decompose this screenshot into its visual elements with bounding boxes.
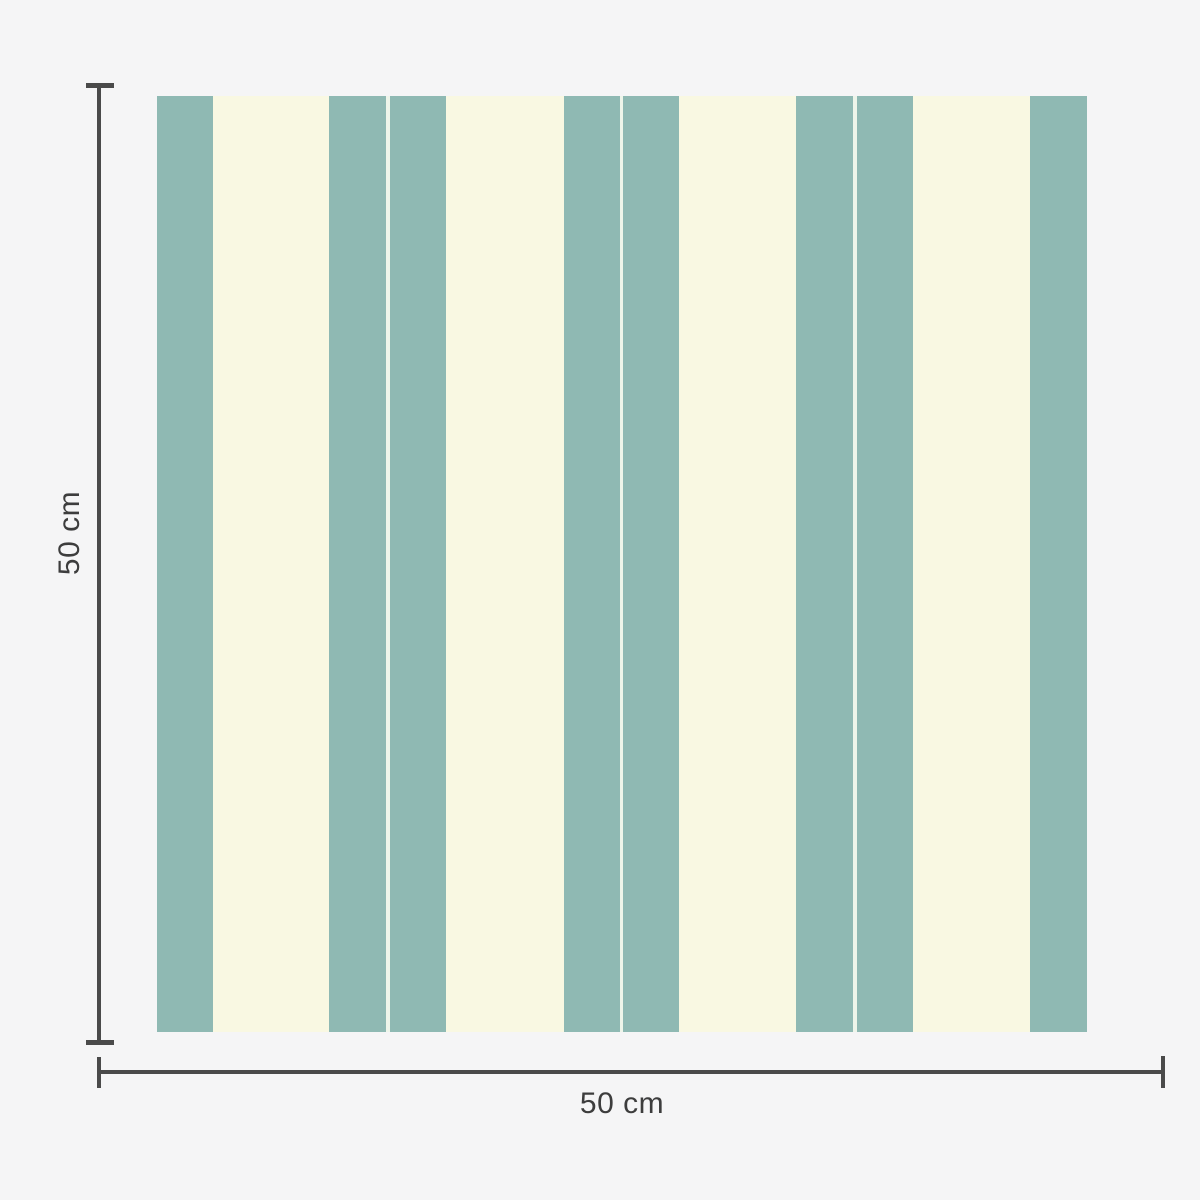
stripe-teal	[857, 96, 913, 1032]
stripe-divider	[386, 96, 390, 1032]
stripe-divider	[853, 96, 857, 1032]
stripe-teal	[623, 96, 679, 1032]
stripe-teal	[390, 96, 446, 1032]
width-label: 50 cm	[579, 1087, 665, 1120]
vertical-dimension-bottom-cap	[86, 1040, 114, 1045]
horizontal-dimension-left-cap	[97, 1057, 101, 1088]
stripe-teal	[796, 96, 853, 1032]
horizontal-dimension-right-cap	[1161, 1056, 1165, 1088]
stripe-cream	[679, 96, 796, 1032]
horizontal-dimension-line	[99, 1070, 1164, 1074]
vertical-dimension-line	[97, 84, 101, 1040]
stripe-divider	[620, 96, 623, 1032]
stripe-cream	[913, 96, 1030, 1032]
stripe-teal	[329, 96, 386, 1032]
stripe-teal	[1030, 96, 1087, 1032]
height-label: 50 cm	[53, 490, 86, 576]
stripe-teal	[564, 96, 620, 1032]
striped-swatch	[157, 96, 1087, 1032]
stripe-cream	[213, 96, 329, 1032]
stripe-cream	[446, 96, 564, 1032]
stripe-teal	[157, 96, 213, 1032]
vertical-dimension-top-cap	[86, 83, 114, 88]
